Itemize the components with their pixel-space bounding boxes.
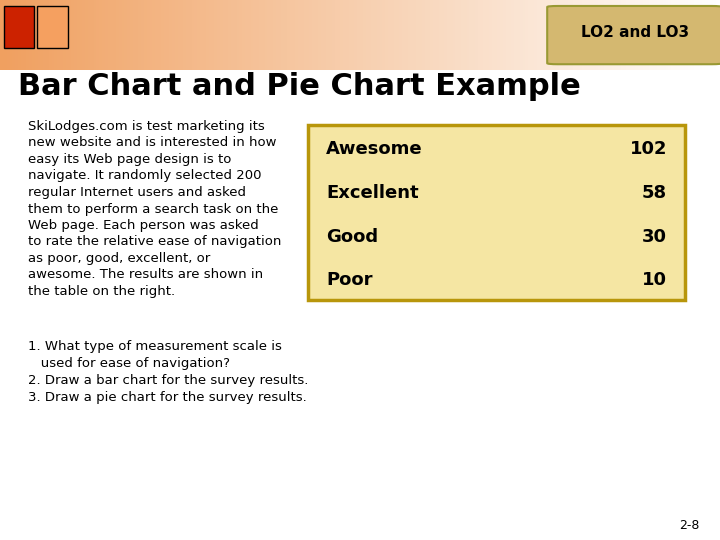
- Text: Web page. Each person was asked: Web page. Each person was asked: [28, 219, 258, 232]
- Text: Awesome: Awesome: [326, 140, 423, 158]
- Text: Excellent: Excellent: [326, 184, 418, 202]
- FancyBboxPatch shape: [308, 125, 685, 300]
- Text: 10: 10: [642, 271, 667, 289]
- Text: Poor: Poor: [326, 271, 372, 289]
- Text: 3. Draw a pie chart for the survey results.: 3. Draw a pie chart for the survey resul…: [28, 391, 307, 404]
- Text: them to perform a search task on the: them to perform a search task on the: [28, 202, 279, 215]
- Text: 58: 58: [642, 184, 667, 202]
- Text: awesome. The results are shown in: awesome. The results are shown in: [28, 268, 263, 281]
- Text: new website and is interested in how: new website and is interested in how: [28, 137, 276, 150]
- Text: LO2 and LO3: LO2 and LO3: [581, 25, 689, 40]
- FancyBboxPatch shape: [547, 6, 720, 64]
- Text: used for ease of navigation?: used for ease of navigation?: [28, 357, 230, 370]
- Text: navigate. It randomly selected 200: navigate. It randomly selected 200: [28, 170, 261, 183]
- FancyBboxPatch shape: [4, 5, 34, 48]
- Text: 1. What type of measurement scale is: 1. What type of measurement scale is: [28, 340, 282, 353]
- Text: Good: Good: [326, 227, 378, 246]
- Text: SkiLodges.com is test marketing its: SkiLodges.com is test marketing its: [28, 120, 265, 133]
- Text: Bar Chart and Pie Chart Example: Bar Chart and Pie Chart Example: [18, 72, 581, 101]
- Text: the table on the right.: the table on the right.: [28, 285, 175, 298]
- Text: as poor, good, excellent, or: as poor, good, excellent, or: [28, 252, 210, 265]
- Text: 102: 102: [629, 140, 667, 158]
- Text: 30: 30: [642, 227, 667, 246]
- Text: 2. Draw a bar chart for the survey results.: 2. Draw a bar chart for the survey resul…: [28, 374, 308, 387]
- Text: regular Internet users and asked: regular Internet users and asked: [28, 186, 246, 199]
- Text: to rate the relative ease of navigation: to rate the relative ease of navigation: [28, 235, 282, 248]
- Text: easy its Web page design is to: easy its Web page design is to: [28, 153, 231, 166]
- Text: 2-8: 2-8: [680, 519, 700, 532]
- FancyBboxPatch shape: [37, 5, 68, 48]
